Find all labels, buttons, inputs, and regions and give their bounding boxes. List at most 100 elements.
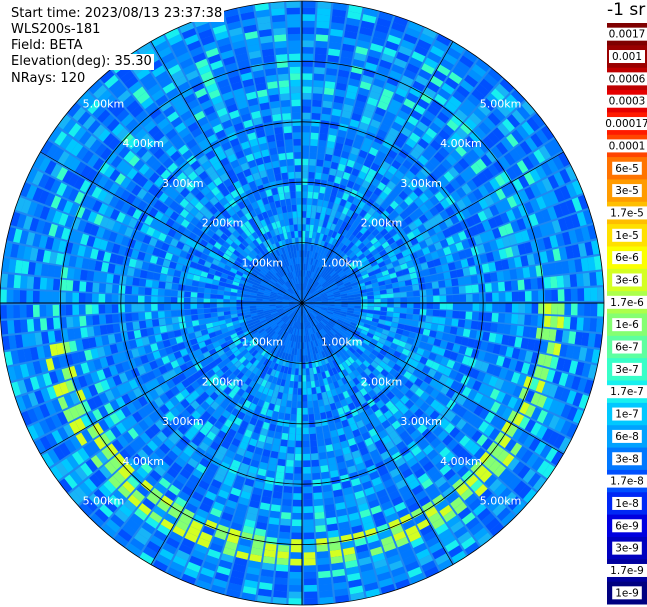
ppi-gate-cell (241, 339, 249, 346)
ppi-gate-cell (354, 206, 363, 215)
ppi-gate-cell (319, 458, 328, 467)
ppi-gate-cell (334, 373, 341, 381)
ppi-gate-cell (270, 417, 278, 426)
ppi-gate-cell (418, 69, 432, 81)
ppi-gate-cell (105, 519, 121, 533)
ppi-gate-cell (443, 468, 456, 481)
ppi-gate-cell (400, 75, 414, 86)
ppi-gate-cell (170, 462, 183, 473)
ppi-gate-cell (466, 179, 478, 191)
ppi-gate-cell (317, 331, 322, 338)
ppi-gate-cell (308, 304, 315, 306)
ppi-gate-cell (286, 346, 291, 354)
ppi-gate-cell (225, 449, 236, 459)
ppi-gate-cell (521, 362, 531, 375)
ppi-gate-cell (314, 511, 325, 520)
ppi-gate-cell (339, 198, 347, 207)
ppi-gate-cell (563, 316, 571, 330)
ppi-gate-cell (161, 427, 173, 438)
ppi-gate-cell (427, 104, 440, 117)
ppi-gate-cell (381, 329, 390, 336)
ppi-gate-cell (315, 245, 320, 253)
ppi-gate-cell (320, 293, 327, 297)
ppi-gate-cell (246, 471, 257, 481)
ppi-gate-cell (464, 366, 474, 377)
ppi-gate-cell (566, 390, 577, 405)
ppi-gate-cell (342, 547, 356, 556)
ppi-gate-cell (344, 231, 352, 239)
ppi-gate-cell (407, 531, 422, 543)
ppi-gate-cell (415, 548, 431, 561)
ppi-gate-cell (303, 565, 317, 573)
ppi-gate-cell (458, 364, 468, 374)
ppi-gate-cell (105, 294, 112, 303)
ppi-gate-cell (318, 253, 324, 261)
ppi-gate-cell (477, 507, 491, 522)
ppi-gate-cell (401, 235, 410, 244)
ppi-gate-cell (439, 418, 450, 430)
ppi-gate-cell (309, 152, 317, 160)
ppi-gate-cell (240, 374, 248, 383)
ppi-gate-cell (351, 236, 359, 245)
ppi-gate-cell (290, 545, 302, 553)
ppi-gate-cell (425, 127, 438, 139)
ppi-gate-cell (79, 502, 94, 517)
ppi-gate-cell (185, 394, 195, 405)
ppi-gate-cell (298, 322, 300, 330)
ppi-gate-cell (244, 377, 252, 386)
ppi-gate-cell (304, 315, 307, 323)
ppi-gate-cell (318, 338, 323, 345)
ppi-gate-cell (355, 260, 363, 267)
ppi-gate-cell (412, 284, 420, 291)
ppi-gate-cell (275, 570, 288, 579)
ppi-gate-cell (331, 272, 338, 278)
ppi-gate-cell (421, 365, 431, 375)
ppi-gate-cell (447, 262, 456, 271)
ppi-gate-cell (381, 386, 391, 396)
ppi-gate-cell (66, 316, 74, 328)
ppi-gate-cell (250, 459, 260, 468)
ppi-gate-cell (390, 355, 399, 364)
ppi-gate-cell (484, 474, 498, 488)
ppi-gate-cell (397, 275, 405, 282)
ppi-gate-cell (485, 517, 500, 532)
ppi-gate-cell (341, 336, 348, 343)
ppi-gate-cell (265, 335, 272, 343)
ppi-gate-cell (458, 250, 467, 260)
ppi-gate-cell (290, 334, 294, 342)
ppi-gate-cell (461, 536, 476, 550)
ppi-gate-cell (556, 357, 566, 371)
ppi-gate-cell (519, 401, 530, 415)
ppi-gate-cell (478, 395, 490, 407)
ppi-gate-cell (434, 381, 445, 392)
ppi-gate-cell (367, 299, 375, 303)
ppi-gate-cell (364, 174, 374, 184)
ppi-gate-cell (517, 279, 525, 291)
ppi-gate-cell (506, 195, 518, 209)
ppi-gate-cell (405, 473, 417, 485)
ppi-gate-cell (333, 442, 342, 451)
ppi-gate-cell (319, 311, 326, 316)
ppi-gate-cell (514, 231, 524, 244)
ppi-gate-cell (248, 380, 257, 389)
ppi-gate-cell (302, 342, 305, 349)
ppi-gate-cell (353, 257, 361, 265)
ppi-gate-cell (328, 279, 335, 285)
ppi-gate-cell (576, 317, 584, 331)
ppi-gate-cell (309, 347, 313, 355)
ppi-gate-cell (132, 489, 145, 502)
ppi-gate-cell (477, 171, 489, 184)
ppi-gate-cell (333, 343, 340, 351)
ppi-gate-cell (463, 153, 475, 166)
ppi-gate-cell (329, 542, 342, 551)
ppi-gate-cell (240, 490, 252, 500)
ppi-gate-cell (363, 221, 372, 230)
ppi-gate-cell (302, 381, 307, 389)
ppi-gate-cell (308, 314, 313, 320)
ppi-gate-cell (460, 337, 469, 346)
ppi-gate-cell (488, 497, 502, 512)
ppi-gate-cell (284, 472, 294, 481)
ppi-gate-cell (323, 193, 331, 202)
ppi-gate-cell (58, 478, 73, 494)
ppi-gate-cell (297, 303, 302, 308)
